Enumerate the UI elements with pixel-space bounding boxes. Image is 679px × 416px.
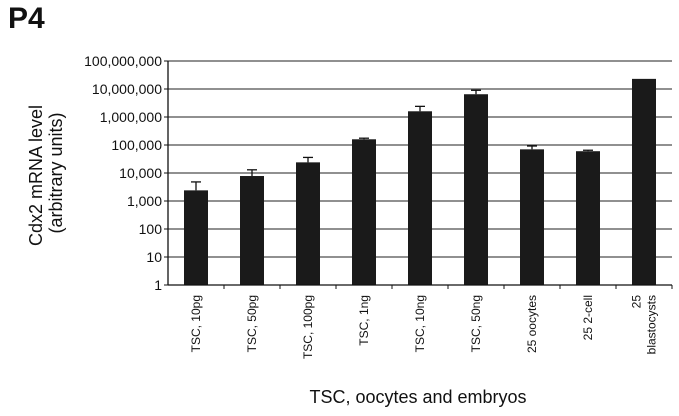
y-tick-label: 10: [146, 249, 162, 265]
y-tick-label: 100: [139, 221, 163, 237]
bar: [576, 151, 600, 285]
x-tick-label: TSC, 50pg: [245, 295, 259, 352]
y-tick-labels: 1 10 100 1,000 10,000 100,000 1,000,000 10,000,…: [84, 53, 162, 293]
x-tick-label: 25: [630, 295, 644, 309]
x-tick-label: TSC, 1ng: [357, 295, 371, 346]
axes: [167, 61, 672, 286]
bar: [464, 94, 488, 285]
y-tick-label: 1,000: [127, 193, 162, 209]
x-tick-label: TSC, 100pg: [301, 295, 315, 359]
x-tick-labels: TSC, 10pg TSC, 50pg TSC, 100pg TSC, 1ng TSC,…: [189, 295, 659, 359]
y-tick-label: 100,000,000: [84, 53, 162, 69]
bar: [632, 78, 656, 286]
y-axis-title-line-1: Cdx2 mRNA level: [26, 105, 46, 246]
bar: [296, 162, 320, 285]
panel-label: P4: [8, 2, 45, 35]
y-tick-label: 1,000,000: [100, 109, 162, 125]
bar: [408, 111, 432, 285]
bar: [352, 139, 376, 285]
y-tick-label: 100,000: [111, 137, 162, 153]
bars: [184, 78, 656, 286]
x-tick-label: blastocysts: [645, 295, 659, 354]
x-tick-label: TSC, 10ng: [413, 295, 427, 352]
error-bars: [191, 89, 593, 191]
x-tick-label: TSC, 50ng: [469, 295, 483, 352]
y-axis-title-line-2: (arbitrary units): [46, 112, 66, 233]
y-tick-label: 10,000,000: [92, 81, 162, 97]
x-axis-title: TSC, oocytes and embryos: [309, 387, 526, 407]
x-tick-label: TSC, 10pg: [189, 295, 203, 352]
bar: [184, 190, 208, 285]
x-tick-label: 25 oocytes: [525, 295, 539, 353]
y-axis-title: Cdx2 mRNA level (arbitrary units): [26, 100, 66, 246]
y-tick-label: 1: [154, 277, 162, 293]
y-tick-label: 10,000: [119, 165, 162, 181]
bar: [240, 176, 264, 285]
bar: [520, 149, 544, 285]
x-tick-label: 25 2-cell: [581, 295, 595, 340]
